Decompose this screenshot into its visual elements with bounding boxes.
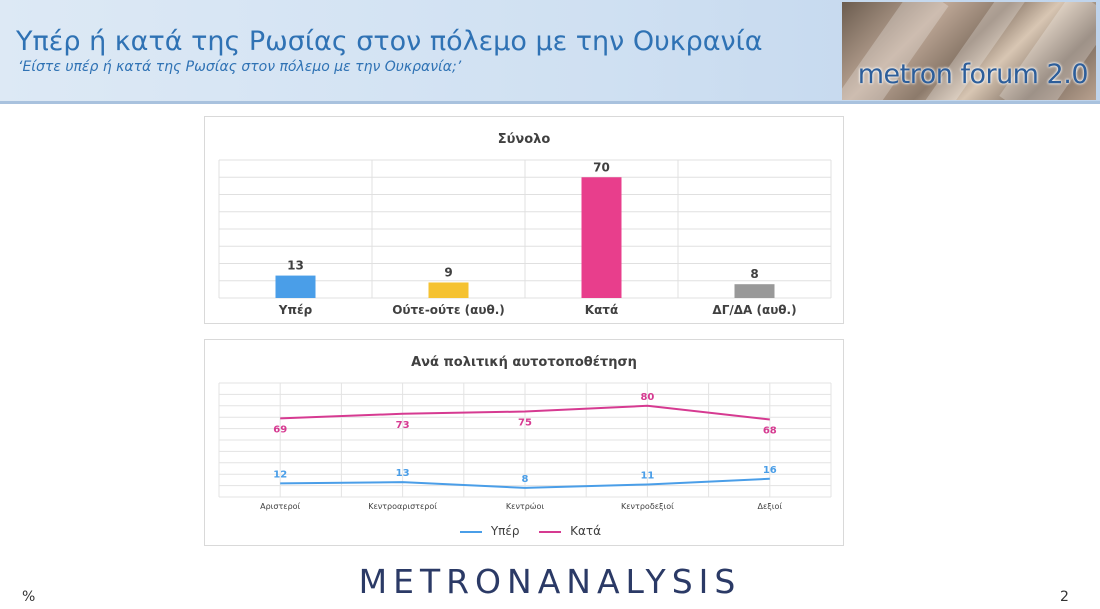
- bar: [581, 177, 622, 298]
- line-category-label: Δεξιοί: [758, 502, 783, 511]
- line-chart: Αριστεροί Κεντροαριστεροί Κεντρώοι Κεντροδε…: [218, 382, 832, 511]
- logo-text: metron forum 2.0: [857, 59, 1089, 90]
- percent-note: %: [22, 589, 36, 605]
- line-data-label: 11: [640, 470, 654, 481]
- page-subtitle: ‘Είστε υπέρ ή κατά της Ρωσίας στον πόλεμ…: [18, 59, 462, 75]
- legend-label-yper: Υπέρ: [490, 524, 520, 538]
- legend-swatch-kata: [539, 530, 562, 533]
- legend-label-kata: Κατά: [570, 524, 602, 538]
- total-chart-title: Σύνολο: [497, 132, 551, 147]
- metron-forum-logo: metron forum 2.0: [842, 2, 1096, 100]
- bar-category-label: Υπέρ: [278, 303, 313, 317]
- bar-value-label: 70: [593, 160, 610, 174]
- total-chart-panel: Σύνολο 13 Υπέρ 9 Ούτε-ούτε (αυθ.) 70 Κατά 8 ΔΓ/…: [204, 116, 844, 324]
- bar-category-label: ΔΓ/ΔΑ (αυθ.): [712, 303, 796, 317]
- bar-value-label: 8: [750, 267, 758, 281]
- line-category-label: Κεντρώοι: [506, 501, 545, 511]
- series-line-1: [280, 404, 770, 421]
- legend-item-yper: Υπέρ: [460, 524, 520, 538]
- brand-analysis: ANALYSIS: [537, 562, 742, 601]
- line-data-label: 75: [518, 418, 532, 429]
- line-category-label: Αριστεροί: [260, 502, 300, 511]
- bar-value-label: 9: [444, 265, 452, 279]
- line-data-label: 13: [396, 468, 410, 479]
- legend-item-kata: Κατά: [539, 524, 601, 538]
- line-data-label: 16: [763, 465, 777, 476]
- line-data-label: 8: [522, 474, 529, 485]
- bar: [428, 282, 469, 298]
- ideology-chart-title: Ανά πολιτική αυτοτοποθέτηση: [411, 355, 637, 370]
- series-line-0: [280, 477, 770, 489]
- ideology-chart-panel: Ανά πολιτική αυτοτοποθέτηση Αριστεροί Κεν…: [204, 339, 844, 546]
- metron-analysis-brand: METRONANALYSIS: [0, 562, 1100, 601]
- bar-chart: 13 Υπέρ 9 Ούτε-ούτε (αυθ.) 70 Κατά 8 ΔΓ/ΔΑ (αυθ…: [218, 159, 832, 317]
- brand-metron: METRON: [358, 562, 538, 601]
- legend-swatch-yper: [460, 530, 482, 533]
- line-category-label: Κεντροαριστεροί: [368, 502, 437, 511]
- line-data-label: 80: [640, 392, 654, 403]
- line-data-label: 68: [763, 425, 777, 436]
- page-title: Υπέρ ή κατά της Ρωσίας στον πόλεμο με τη…: [16, 26, 763, 57]
- page-number: 2: [1060, 589, 1069, 605]
- bar-value-label: 13: [287, 259, 304, 273]
- bar: [734, 284, 775, 298]
- line-category-label: Κεντροδεξιοί: [621, 502, 674, 511]
- line-data-label: 73: [396, 420, 410, 431]
- line-data-label: 69: [273, 424, 287, 435]
- header-divider: [0, 101, 1100, 104]
- bar-category-label: Ούτε-ούτε (αυθ.): [392, 303, 505, 317]
- header-banner: Υπέρ ή κατά της Ρωσίας στον πόλεμο με τη…: [0, 0, 1100, 104]
- line-chart-legend: Υπέρ Κατά: [460, 524, 617, 538]
- bar-category-label: Κατά: [585, 303, 618, 317]
- bar: [275, 275, 316, 298]
- line-data-label: 12: [273, 469, 287, 480]
